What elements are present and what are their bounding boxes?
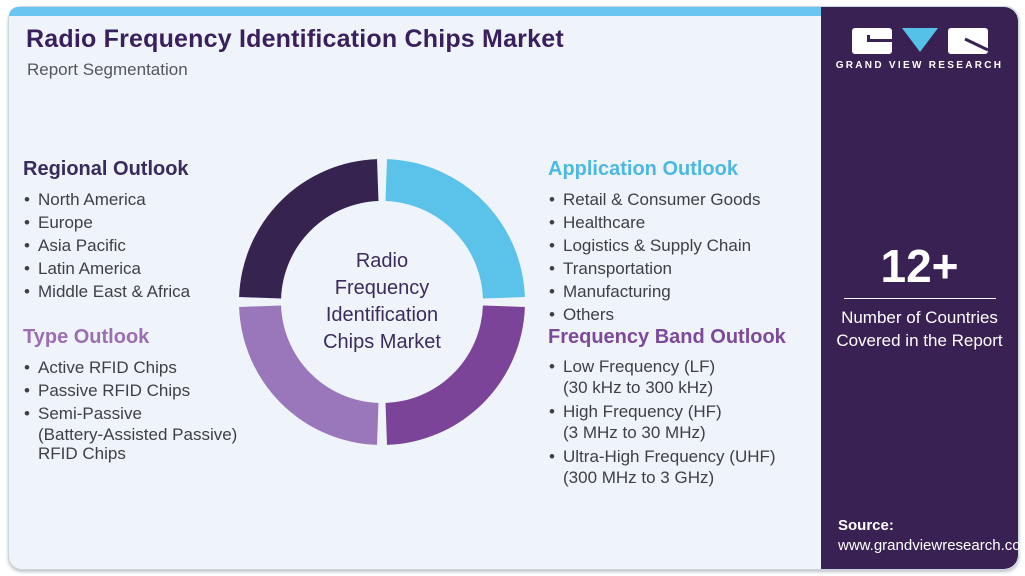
countries-stat: 12+ Number of Countries Covered in the Re… xyxy=(821,243,1018,352)
stat-label: Number of Countries Covered in the Report xyxy=(836,308,1003,350)
section-application-outlook: Application Outlook Retail & Consumer Go… xyxy=(548,157,813,326)
top-accent-bar xyxy=(9,7,821,16)
list-item: Manufacturing xyxy=(548,280,813,303)
stat-divider xyxy=(843,298,996,299)
list-item: Logistics & Supply Chain xyxy=(548,234,813,257)
list-item: Transportation xyxy=(548,257,813,280)
page-subtitle: Report Segmentation xyxy=(27,60,188,79)
regional-outlook-list: North AmericaEuropeAsia PacificLatin Ame… xyxy=(23,188,253,303)
list-item: North America xyxy=(23,188,253,211)
gvr-logo-icon xyxy=(851,28,989,54)
list-item: Others xyxy=(548,303,813,326)
list-item: High Frequency (HF)(3 MHz to 30 MHz) xyxy=(548,401,823,442)
regional-outlook-heading: Regional Outlook xyxy=(23,158,189,180)
type-outlook-list: Active RFID ChipsPassive RFID ChipsSemi-… xyxy=(23,356,273,463)
brand-name: GRAND VIEW RESEARCH xyxy=(835,60,1004,71)
section-regional-outlook: Regional Outlook North AmericaEuropeAsia… xyxy=(23,157,253,303)
list-item: Latin America xyxy=(23,257,253,280)
donut-segment-1 xyxy=(385,159,525,299)
section-frequency-band-outlook: Frequency Band Outlook Low Frequency (LF… xyxy=(548,325,823,491)
donut-segment-4 xyxy=(239,159,379,299)
frequency-band-outlook-list: Low Frequency (LF)(30 kHz to 300 kHz)Hig… xyxy=(548,356,823,487)
list-item: Healthcare xyxy=(548,211,813,234)
donut-segment-3 xyxy=(239,305,379,445)
list-item: Active RFID Chips xyxy=(23,356,273,379)
infographic-card: Radio Frequency Identification Chips Mar… xyxy=(8,6,1025,570)
list-item: Europe xyxy=(23,211,253,234)
sidebar: GRAND VIEW RESEARCH 12+ Number of Countr… xyxy=(821,7,1025,569)
list-item: Low Frequency (LF)(30 kHz to 300 kHz) xyxy=(548,356,823,397)
frequency-band-outlook-heading: Frequency Band Outlook xyxy=(548,326,786,348)
donut-rings xyxy=(239,159,525,445)
page-title: Radio Frequency Identification Chips Mar… xyxy=(26,25,564,53)
application-outlook-heading: Application Outlook xyxy=(548,158,738,180)
donut-center-label: Radio Frequency Identification Chips Market xyxy=(323,250,441,353)
type-outlook-heading: Type Outlook xyxy=(23,326,150,348)
list-item: Retail & Consumer Goods xyxy=(548,188,813,211)
list-item: Asia Pacific xyxy=(23,234,253,257)
source-label: Source: xyxy=(838,517,894,534)
list-item: Semi-Passive(Battery-Assisted Passive)RF… xyxy=(23,402,273,463)
source-block: Source: www.grandviewresearch.com xyxy=(838,516,1025,556)
application-outlook-list: Retail & Consumer GoodsHealthcareLogisti… xyxy=(548,188,813,326)
gvr-logo: GRAND VIEW RESEARCH xyxy=(821,27,1018,71)
list-item: Passive RFID Chips xyxy=(23,379,273,402)
source-url-link[interactable]: www.grandviewresearch.com xyxy=(838,537,1025,554)
list-item: Ultra-High Frequency (UHF)(300 MHz to 3 … xyxy=(548,446,823,487)
list-item: Middle East & Africa xyxy=(23,280,253,303)
donut-chart: Radio Frequency Identification Chips Market xyxy=(239,159,525,445)
donut-segment-2 xyxy=(385,305,525,445)
section-type-outlook: Type Outlook Active RFID ChipsPassive RF… xyxy=(23,325,273,463)
stat-value: 12+ xyxy=(880,240,959,292)
